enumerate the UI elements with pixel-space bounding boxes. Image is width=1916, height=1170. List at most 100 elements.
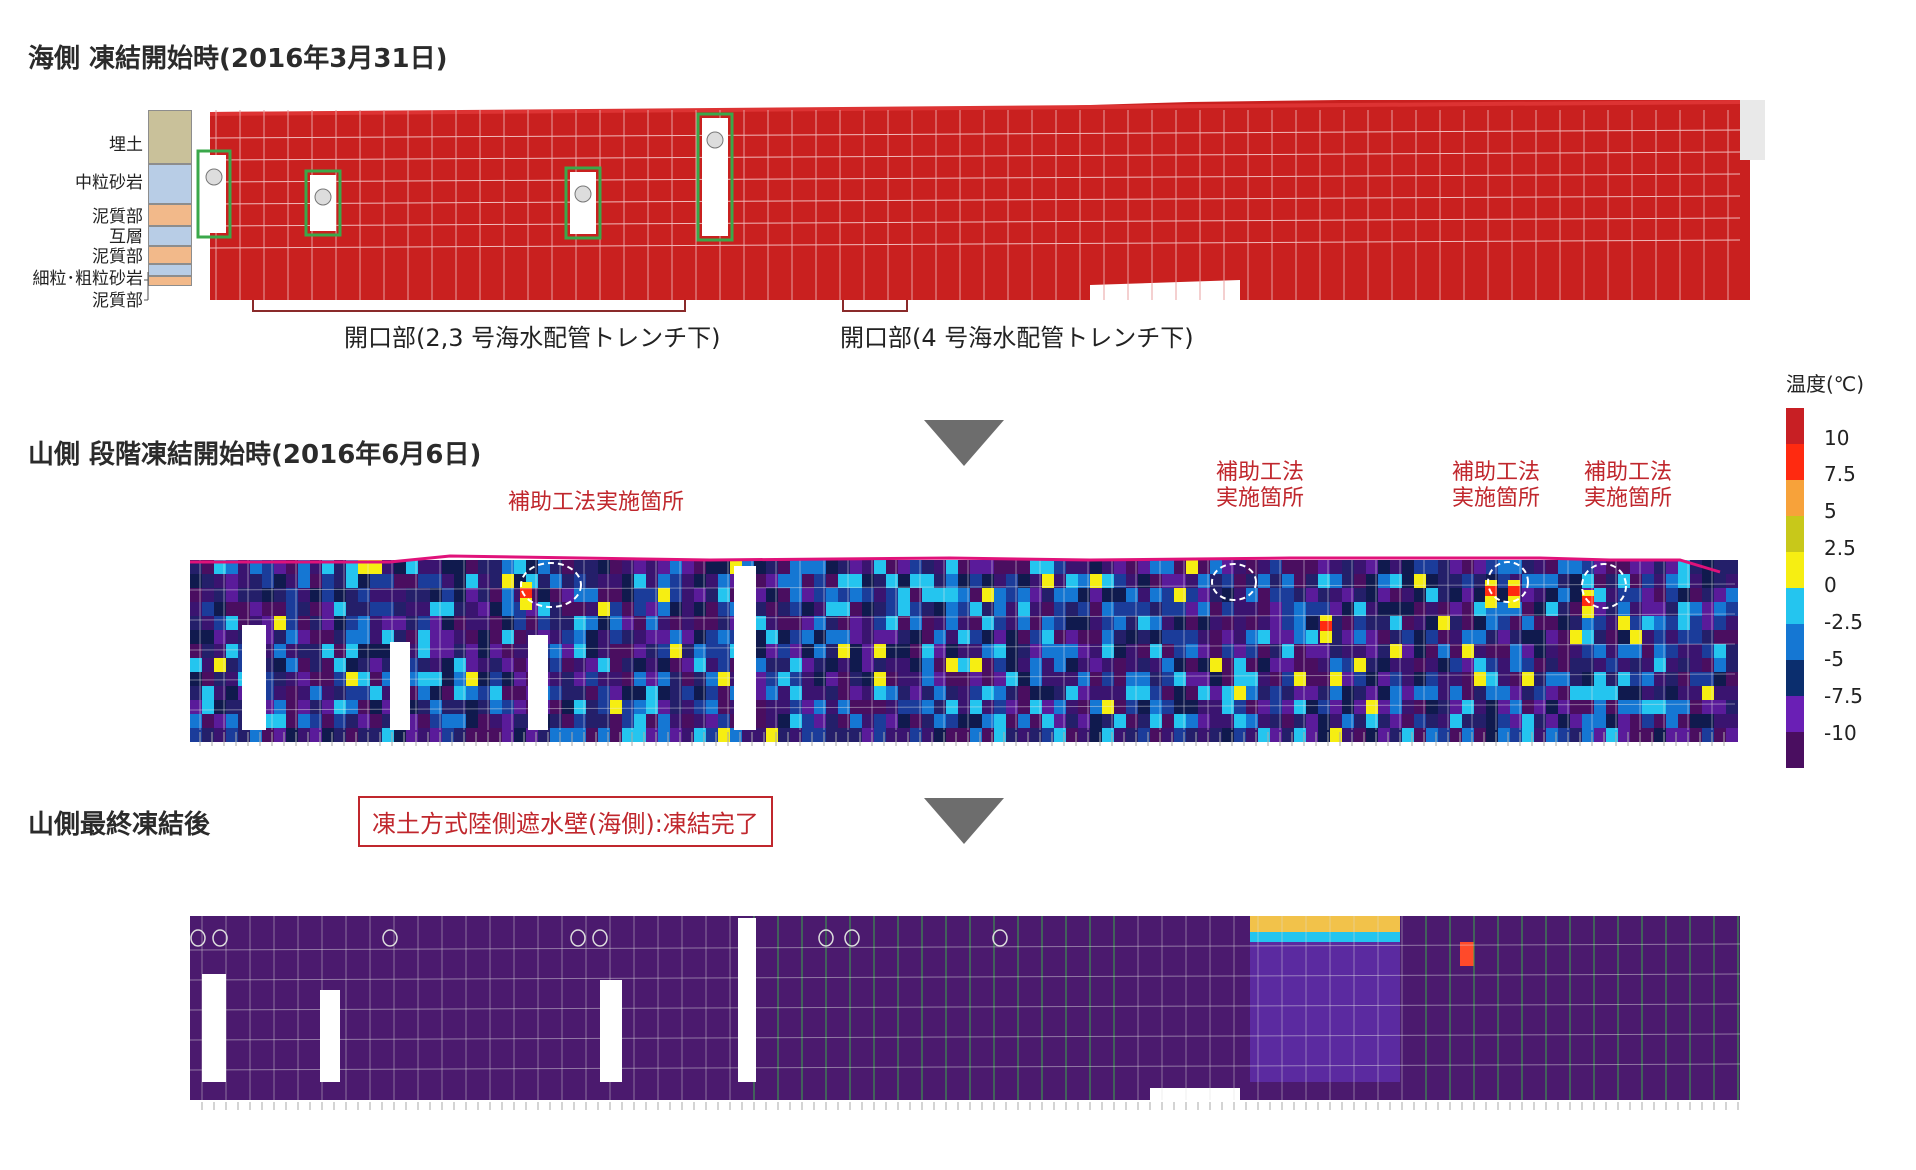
heatmap-cell (970, 616, 982, 630)
heatmap-cell (1306, 672, 1318, 686)
heatmap-cell (1294, 616, 1306, 630)
heatmap-cell (1486, 560, 1498, 574)
heatmap-cell (298, 616, 310, 630)
heatmap-cell (1138, 686, 1150, 700)
heatmap-cell (538, 588, 550, 602)
heatmap-cell (1510, 686, 1522, 700)
heatmap-cell (298, 574, 310, 588)
colorbar-segment (1786, 660, 1804, 696)
heatmap-cell (490, 728, 502, 742)
heatmap-cell (1006, 658, 1018, 672)
heatmap-cell (1102, 616, 1114, 630)
heatmap-cell (1090, 686, 1102, 700)
heatmap-cell (550, 616, 562, 630)
heatmap-cell (1462, 714, 1474, 728)
heatmap-cell (1246, 588, 1258, 602)
heatmap-cell (1006, 616, 1018, 630)
heatmap-cell (1222, 686, 1234, 700)
heatmap-cell (1690, 644, 1702, 658)
heatmap-cell (802, 700, 814, 714)
heatmap-cell (370, 644, 382, 658)
heatmap-cell (1654, 658, 1666, 672)
heatmap-cell (214, 588, 226, 602)
strata-swatch (148, 226, 192, 246)
heatmap-cell (1018, 588, 1030, 602)
heatmap-cell (682, 560, 694, 574)
heatmap-cell (1546, 700, 1558, 714)
heatmap-cell (1054, 588, 1066, 602)
heatmap-cell (1258, 728, 1270, 742)
heatmap-cell (1258, 700, 1270, 714)
heatmap-cell (1186, 644, 1198, 658)
heatmap-cell (190, 630, 202, 644)
heatmap-cell (802, 574, 814, 588)
heatmap-cell (946, 560, 958, 574)
heatmap-cell (1702, 602, 1714, 616)
heatmap-cell (370, 658, 382, 672)
heatmap-cell (1282, 658, 1294, 672)
heatmap-cell (1666, 588, 1678, 602)
heatmap-cell (586, 574, 598, 588)
heatmap-cell (766, 686, 778, 700)
heatmap-cell (586, 672, 598, 686)
heatmap-cell (910, 658, 922, 672)
heatmap-cell (1294, 588, 1306, 602)
heatmap-cell (1438, 686, 1450, 700)
heatmap-cell (1594, 630, 1606, 644)
heatmap-cell (214, 686, 226, 700)
heatmap-cell (1186, 630, 1198, 644)
heatmap-cell (334, 574, 346, 588)
heatmap-cell (1234, 700, 1246, 714)
heatmap-cell (1654, 588, 1666, 602)
heatmap-cell (1630, 616, 1642, 630)
heatmap-cell (1546, 560, 1558, 574)
temperature-scale-title: 温度(℃) (1786, 372, 1865, 396)
heatmap-cell (706, 714, 718, 728)
heatmap-cell (838, 630, 850, 644)
heatmap-cell (1030, 602, 1042, 616)
heatmap-cell (1366, 728, 1378, 742)
heatmap-cell (610, 630, 622, 644)
heatmap-cell (358, 616, 370, 630)
heatmap-cell (1450, 686, 1462, 700)
heatmap-cell (1030, 658, 1042, 672)
heatmap-cell (958, 644, 970, 658)
heatmap-cell (370, 714, 382, 728)
heatmap-cell (814, 602, 826, 616)
heatmap-cell (1582, 728, 1594, 742)
heatmap-cell (1450, 672, 1462, 686)
heatmap-cell (1294, 644, 1306, 658)
heatmap-cell (922, 644, 934, 658)
heatmap-cell (586, 630, 598, 644)
heatmap-cell (1246, 700, 1258, 714)
heatmap-cell (1402, 560, 1414, 574)
heatmap-cell (1546, 644, 1558, 658)
heatmap-cell (970, 686, 982, 700)
heatmap-cell (1282, 644, 1294, 658)
heatmap-cell (1534, 630, 1546, 644)
heatmap-cell (694, 700, 706, 714)
heatmap-cell (202, 658, 214, 672)
strata-line (190, 703, 1736, 711)
heatmap-cell (478, 630, 490, 644)
heatmap-cell (466, 616, 478, 630)
heatmap-cell (202, 714, 214, 728)
heatmap-cell (574, 658, 586, 672)
heatmap-cell (1066, 560, 1078, 574)
heatmap-cell (418, 728, 430, 742)
heatmap-cell (886, 560, 898, 574)
heatmap-cell (1270, 574, 1282, 588)
heatmap-cell (1246, 630, 1258, 644)
heatmap-cell (910, 728, 922, 742)
heatmap-cell (826, 700, 838, 714)
heatmap-cell (1534, 560, 1546, 574)
heatmap-cell (1270, 700, 1282, 714)
heatmap-cell (1570, 602, 1582, 616)
heatmap-cell (790, 602, 802, 616)
heatmap-cell (394, 630, 406, 644)
heatmap-cell (430, 714, 442, 728)
heatmap-cell (406, 574, 418, 588)
heatmap-cell (550, 630, 562, 644)
heatmap-cell (898, 714, 910, 728)
heatmap-cell (1606, 714, 1618, 728)
